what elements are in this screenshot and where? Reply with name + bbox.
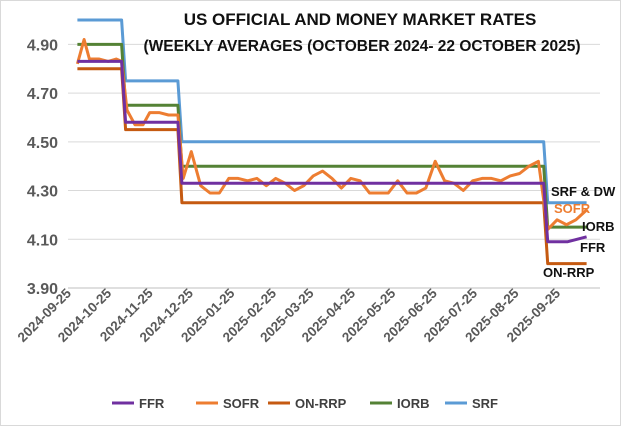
y-tick-label: 4.70 (27, 86, 58, 103)
annotation-sofr: SOFR (554, 201, 591, 216)
legend-label-ffr: FFR (139, 396, 165, 411)
series-line-ffr (77, 59, 587, 244)
legend-label-sofr: SOFR (223, 396, 260, 411)
legend: FFR SOFR ON-RRP IORB SRF (112, 396, 498, 411)
annotation-srf-dw: SRF & DW (551, 184, 616, 199)
annotation-on-rrp: ON-RRP (543, 265, 595, 280)
y-tick-label: 4.30 (27, 184, 58, 201)
y-tick-label: 3.90 (27, 281, 58, 298)
y-tick-label: 4.10 (27, 232, 58, 249)
chart-title: US OFFICIAL AND MONEY MARKET RATES (184, 10, 537, 29)
chart-subtitle: (WEEKLY AVERAGES (OCTOBER 2024- 22 OCTOB… (144, 38, 581, 55)
y-axis-ticks: 4.90 4.70 4.50 4.30 4.10 3.90 (27, 37, 58, 298)
series-line-sofr (75, 38, 588, 231)
legend-label-on-rrp: ON-RRP (295, 396, 347, 411)
series-lines (75, 18, 588, 266)
annotation-ffr: FFR (580, 240, 606, 255)
series-line-srf (77, 18, 587, 205)
annotation-iorb: IORB (582, 219, 615, 234)
y-tick-label: 4.50 (27, 135, 58, 152)
legend-label-iorb: IORB (397, 396, 430, 411)
y-tick-label: 4.90 (27, 37, 58, 54)
legend-label-srf: SRF (472, 396, 498, 411)
